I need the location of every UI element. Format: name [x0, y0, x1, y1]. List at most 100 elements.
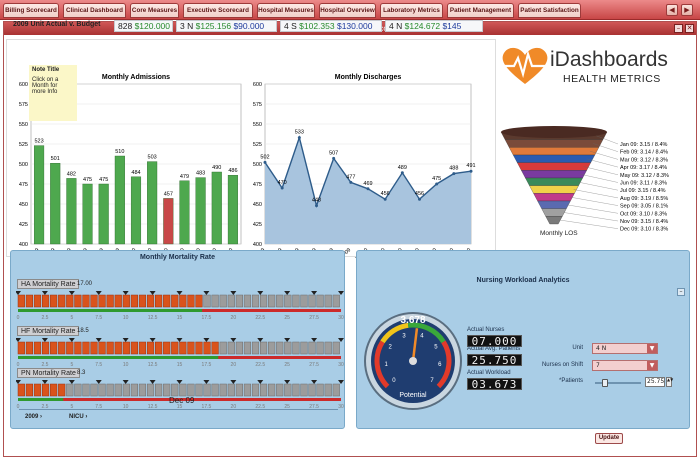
y-tick-label: 475 — [19, 182, 28, 188]
gauge-segment — [98, 383, 106, 397]
shift-select[interactable]: 7 ▼ — [592, 360, 658, 371]
funnel-title: Monthly LOS — [540, 230, 578, 237]
gauge-segment — [251, 341, 260, 355]
y-tick-label: 450 — [253, 202, 262, 208]
leader-line — [576, 181, 619, 191]
bar[interactable] — [50, 162, 61, 245]
data-point[interactable] — [315, 204, 318, 208]
funnel-segment[interactable] — [508, 147, 600, 156]
funnel-segment[interactable] — [541, 208, 567, 217]
gauge-segment — [114, 341, 122, 355]
slider-thumb[interactable] — [602, 379, 608, 387]
y-tick-label: 575 — [19, 102, 28, 108]
bar[interactable] — [147, 161, 158, 245]
tab-patient-management[interactable]: Patient Management — [447, 3, 514, 18]
minimize-icon[interactable]: – — [674, 24, 683, 33]
bar[interactable] — [66, 178, 77, 245]
gauge-segment — [179, 383, 187, 397]
funnel-segment[interactable] — [533, 193, 575, 202]
data-point[interactable] — [332, 156, 336, 160]
patients-slider[interactable] — [595, 379, 641, 387]
chart-panel: Monthly Admissions 600 575 550 525 500 475 450 4… — [6, 39, 496, 264]
funnel-segment[interactable] — [504, 139, 604, 148]
data-point[interactable] — [418, 197, 421, 201]
data-point[interactable] — [452, 172, 456, 176]
gauge-segment — [308, 294, 316, 308]
scale-label: 17.5 — [202, 362, 212, 368]
data-point[interactable] — [297, 136, 301, 140]
update-button[interactable]: Update — [595, 433, 623, 444]
bar[interactable] — [98, 183, 109, 245]
tab-hospital-overview[interactable]: Hospital Overview — [319, 3, 376, 18]
gauge-segment — [276, 294, 284, 308]
gauge-segment — [146, 341, 155, 355]
bar[interactable] — [130, 176, 142, 245]
tab-core-measures[interactable]: Core Measures — [130, 3, 179, 18]
funnel-svg: Jan 09: 3.15 / 8.4%Feb 09: 3.14 / 8.4%Ma… — [500, 126, 669, 233]
mortality-title: Monthly Mortality Rate — [139, 254, 216, 261]
funnel-segment[interactable] — [521, 170, 587, 179]
gauge-segment — [227, 383, 235, 397]
data-point[interactable] — [400, 171, 404, 175]
gauge-segment — [324, 294, 332, 308]
next-tab-button[interactable]: ▶ — [681, 4, 693, 16]
funnel-segment[interactable] — [512, 154, 596, 163]
gauge-segment — [308, 341, 316, 355]
bar[interactable] — [34, 145, 45, 245]
metric-value: 25.750 — [467, 354, 522, 367]
unit-select[interactable]: 4 N ▼ — [592, 343, 658, 354]
tab-hospital-measures[interactable]: Hospital Measures — [257, 3, 315, 18]
data-point[interactable] — [383, 197, 387, 201]
chevron-down-icon: ▼ — [647, 361, 657, 370]
tab-executive-scorecard[interactable]: Executive Scorecard — [183, 3, 253, 18]
gauge-segment — [66, 294, 74, 308]
gauge-segment — [66, 383, 74, 397]
bar[interactable] — [179, 180, 190, 245]
prev-tab-button[interactable]: ◀ — [666, 4, 678, 16]
mortality-row-label: HA Mortality Rate — [17, 279, 80, 289]
marker-triangle-icon — [203, 291, 210, 295]
discharge-area — [265, 137, 471, 244]
bar[interactable] — [195, 177, 206, 245]
gauge-segment — [155, 383, 163, 397]
bar[interactable] — [82, 183, 93, 245]
point-value-label: 502 — [260, 154, 269, 160]
funnel-segment[interactable] — [529, 185, 579, 194]
tab-billing-scorecard[interactable]: Billing Scorecard — [3, 3, 59, 18]
funnel-segment[interactable] — [545, 216, 563, 225]
tab-clinical-dashboard[interactable]: Clinical Dashboard — [63, 3, 126, 18]
scale-label: 25 — [284, 315, 290, 321]
bar[interactable] — [211, 171, 222, 245]
funnel-segment[interactable] — [517, 162, 591, 171]
bar[interactable] — [114, 155, 125, 245]
data-point[interactable] — [280, 186, 284, 190]
data-point[interactable] — [435, 182, 439, 186]
scale-label: 7.5 — [95, 362, 102, 368]
tab-laboratory-metrics[interactable]: Laboratory Metrics — [380, 3, 443, 18]
footer-unit[interactable]: NICU › — [69, 414, 88, 420]
red-band — [63, 398, 341, 401]
patients-spinner[interactable]: ▲▼ — [666, 377, 673, 387]
patients-input[interactable]: 25.75 — [645, 377, 665, 387]
gauge-segment — [50, 341, 58, 355]
funnel-segment[interactable] — [537, 200, 571, 209]
footer-year[interactable]: 2009 › — [25, 414, 43, 420]
close-icon[interactable]: ✕ — [685, 24, 694, 33]
point-value-label: 533 — [295, 130, 304, 136]
funnel-label: Mar 09: 3.12 / 8.3% — [620, 157, 668, 163]
collapse-icon[interactable]: – — [677, 288, 685, 296]
data-point[interactable] — [469, 169, 473, 173]
tab-patient-satisfaction[interactable]: Patient Satisfaction — [518, 3, 581, 18]
scale-label: 27.5 — [309, 362, 319, 368]
funnel-segment[interactable] — [525, 177, 583, 186]
data-point[interactable] — [366, 187, 370, 191]
data-point[interactable] — [263, 160, 267, 164]
gauge-segment — [235, 383, 243, 397]
gauge-segment — [114, 294, 122, 308]
bar[interactable] — [163, 198, 174, 245]
bar[interactable] — [227, 174, 238, 245]
gauge-tick-label: 1 — [384, 362, 388, 368]
marker-triangle-icon — [41, 291, 48, 295]
data-point[interactable] — [349, 180, 353, 184]
patients-label: *Patients — [558, 378, 583, 384]
